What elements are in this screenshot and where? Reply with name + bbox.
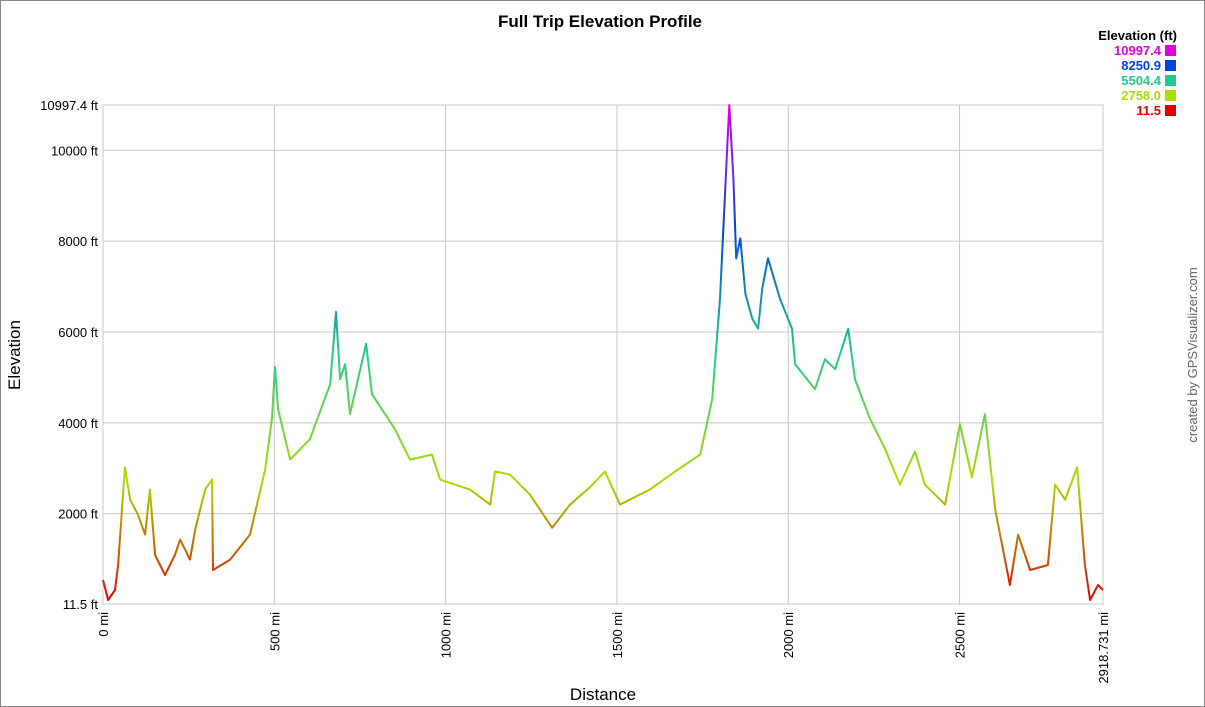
legend-label: 10997.4 [1114,43,1162,58]
legend-swatch [1165,75,1176,86]
legend-swatch [1165,90,1176,101]
y-tick-label: 10000 ft [51,143,98,158]
chart-title: Full Trip Elevation Profile [498,12,702,31]
y-tick-label: 11.5 ft [63,597,99,612]
x-tick-label: 2918.731 mi [1096,612,1111,684]
y-axis-label: Elevation [5,320,24,390]
legend-label: 2758.0 [1121,88,1161,103]
plot-area [102,104,1104,605]
x-tick-label: 1500 mi [610,612,625,658]
y-tick-label: 8000 ft [58,234,98,249]
y-tick-label: 10997.4 ft [40,98,98,113]
legend-swatch [1165,105,1176,116]
y-tick-label: 2000 ft [58,507,98,522]
y-tick-label: 6000 ft [58,325,98,340]
legend-swatch [1165,60,1176,71]
legend-swatch [1165,45,1176,56]
x-tick-label: 2000 mi [781,612,796,658]
x-tick-label: 500 mi [267,612,282,651]
x-axis-label: Distance [570,685,636,704]
x-tick-label: 2500 mi [953,612,968,658]
legend-title: Elevation (ft) [1098,28,1177,43]
y-tick-label: 4000 ft [58,416,98,431]
elevation-line [102,104,1104,601]
credit: created by GPSVisualizer.com [1185,267,1200,442]
legend-label: 11.5 [1136,103,1161,118]
x-tick-label: 0 mi [96,612,111,637]
x-tick-label: 1000 mi [439,612,454,658]
legend-label: 5504.4 [1121,73,1162,88]
legend-label: 8250.9 [1121,58,1161,73]
